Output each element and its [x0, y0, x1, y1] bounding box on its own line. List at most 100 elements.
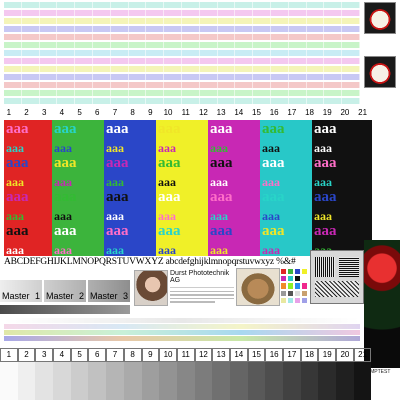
column-number: 15 — [252, 108, 261, 117]
column-number: 10 — [163, 108, 173, 117]
glyph-sample: aaa — [158, 209, 176, 222]
company-text-block: Durst Phototechnik AG — [170, 270, 234, 304]
glyph-row: aaa — [312, 222, 372, 239]
gray-step-label: 6 — [88, 348, 107, 362]
color-patch — [280, 289, 287, 297]
column-number: 3 — [41, 108, 47, 117]
glyph-row: aaa — [4, 239, 52, 256]
glyph-sample: aaa — [262, 175, 280, 188]
glyph-row: aaa — [104, 205, 156, 222]
glyph-sample: aaa — [314, 189, 337, 205]
glyph-sample: aaa — [54, 175, 72, 188]
color-patch — [280, 296, 287, 304]
gray-step-swatch — [247, 362, 266, 400]
glyph-sample: aaa — [158, 243, 176, 256]
color-patch — [294, 289, 301, 297]
glyph-sample: aaa — [262, 155, 285, 171]
column-number: 13 — [216, 108, 226, 117]
glyph-sample: aaa — [54, 223, 77, 239]
gray-step-label: 1 — [0, 348, 18, 362]
glyph-sample: aaa — [314, 155, 337, 171]
glyph-row: aaa — [156, 188, 208, 205]
glyph-row: aaa — [208, 239, 260, 256]
glyph-row: aaa — [52, 154, 104, 171]
column-number: 21 — [358, 108, 368, 117]
color-band — [4, 10, 360, 16]
color-patch — [294, 282, 301, 290]
glyph-sample: aaa — [210, 175, 228, 188]
color-band — [4, 50, 360, 56]
column-number: 8 — [130, 108, 135, 117]
gray-step-label: 17 — [283, 348, 301, 362]
color-band — [4, 18, 360, 24]
glyph-row: aaa — [156, 171, 208, 188]
glyph-row: aaa — [260, 239, 312, 256]
glyph-sample: aaa — [210, 121, 233, 137]
glyph-row: aaa — [156, 239, 208, 256]
master-label-2: Master 2 — [44, 280, 86, 302]
glyph-row: aaa — [104, 137, 156, 154]
color-patch — [294, 296, 301, 304]
color-patch — [287, 282, 294, 290]
glyph-sample: aaa — [158, 223, 181, 239]
glyph-sample: aaa — [262, 121, 285, 137]
column-number: 17 — [287, 108, 297, 117]
gray-step-swatch — [35, 362, 54, 400]
color-band — [4, 42, 360, 48]
glyph-row: aaa — [312, 205, 372, 222]
column-number: 16 — [269, 108, 279, 117]
color-patch — [301, 268, 308, 276]
glyph-row: aaa — [52, 171, 104, 188]
gray-step-label: 2 — [17, 348, 36, 362]
rainbow-ramp-2 — [4, 330, 360, 335]
column-number: 20 — [340, 108, 350, 117]
glyph-sample: aaa — [314, 121, 337, 137]
glyph-sample: aaa — [6, 209, 24, 222]
gray-step-swatch — [141, 362, 160, 400]
glyph-sample: aaa — [54, 189, 77, 205]
glyph-sample: aaa — [158, 175, 176, 188]
gray-step-label: 14 — [229, 348, 248, 362]
corner-caption-text: LAMPTEST — [364, 369, 391, 375]
gray-step-label: 8 — [123, 348, 142, 362]
glyph-row: aaa — [156, 205, 208, 222]
rainbow-ramp-1 — [4, 324, 360, 329]
glyph-row: aaa — [260, 154, 312, 171]
glyph-sample: aaa — [262, 141, 280, 154]
glyph-sample: aaa — [106, 243, 124, 256]
dark-ramp — [0, 305, 130, 314]
glyph-sample: aaa — [210, 209, 228, 222]
clown-image-bottom — [364, 56, 396, 88]
glyph-sample: aaa — [106, 141, 124, 154]
color-patch — [301, 282, 308, 290]
glyph-sample: aaa — [314, 175, 332, 188]
gray-step-wedge — [0, 362, 372, 400]
glyph-sample: aaa — [6, 243, 24, 256]
glyph-row: aaa — [4, 222, 52, 239]
gray-step-swatch — [0, 362, 18, 400]
gray-ramp-bar — [4, 318, 360, 323]
glyph-sample: aaa — [106, 155, 129, 171]
gray-step-label: 5 — [70, 348, 89, 362]
glyph-row: aaa — [208, 120, 260, 137]
color-patch — [287, 289, 294, 297]
glyph-row: aaa — [208, 222, 260, 239]
glyph-row: aaa — [260, 120, 312, 137]
color-band — [4, 26, 360, 32]
gray-step-label: 16 — [265, 348, 283, 362]
glyph-sample: aaa — [54, 121, 77, 137]
column-number: 2 — [24, 108, 29, 117]
glyph-sample: aaa — [6, 155, 29, 171]
glyph-sample: aaa — [6, 175, 24, 188]
glyph-sample: aaa — [210, 141, 228, 154]
glyph-sample: aaa — [210, 155, 233, 171]
glyph-sample: aaa — [106, 209, 124, 222]
glyph-sample: aaa — [54, 209, 72, 222]
rainbow-ramp-3 — [4, 336, 360, 341]
master-label-1: Master 1 — [0, 280, 42, 302]
glyph-row: aaa — [4, 188, 52, 205]
